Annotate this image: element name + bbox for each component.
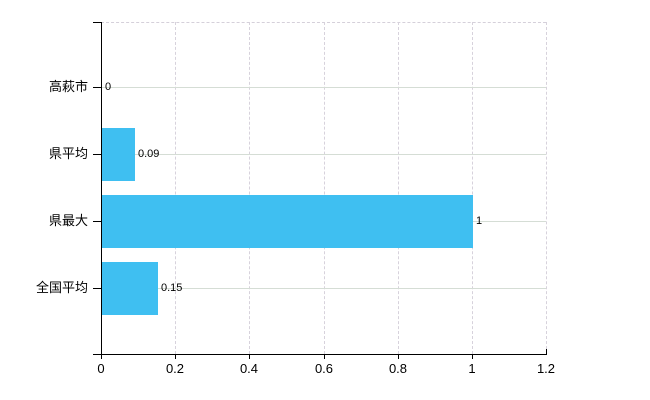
- vertical-gridline: [249, 22, 250, 354]
- x-axis-tick: [324, 355, 325, 359]
- x-axis-tick: [472, 355, 473, 359]
- x-axis-tick: [249, 355, 250, 359]
- x-axis-line: [93, 354, 547, 355]
- plot-top-border: [101, 22, 546, 23]
- x-axis-tick: [101, 355, 102, 359]
- horizontal-gridline: [101, 288, 546, 289]
- vertical-gridline: [175, 22, 176, 354]
- y-axis-tick: [93, 221, 101, 222]
- x-tick-label: 0.8: [388, 361, 408, 376]
- category-label: 高萩市: [48, 79, 88, 94]
- y-axis-top-tick: [93, 22, 101, 23]
- vertical-gridline: [472, 22, 473, 354]
- bar: [102, 262, 158, 315]
- vertical-gridline: [324, 22, 325, 354]
- x-tick-label: 0.2: [165, 361, 185, 376]
- x-tick-label: 0.6: [314, 361, 334, 376]
- bar-value-label: 0: [105, 81, 112, 93]
- y-axis-tick: [93, 87, 101, 88]
- category-label: 県最大: [48, 213, 88, 228]
- horizontal-gridline: [101, 154, 546, 155]
- bar: [102, 128, 135, 181]
- x-tick-label: 0: [97, 361, 105, 376]
- y-axis-tick: [93, 154, 101, 155]
- x-tick-label: 1.2: [536, 361, 556, 376]
- x-axis-tick: [398, 355, 399, 359]
- vertical-gridline: [398, 22, 399, 354]
- bar: [102, 195, 473, 248]
- x-tick-label: 0.4: [239, 361, 259, 376]
- vertical-gridline: [546, 22, 547, 354]
- category-label: 県平均: [48, 146, 88, 161]
- y-axis-tick: [93, 288, 101, 289]
- x-axis-end-cap: [546, 349, 547, 354]
- y-axis-line: [101, 22, 102, 355]
- bar-value-label: 1: [476, 215, 483, 227]
- x-axis-tick: [175, 355, 176, 359]
- category-label: 全国平均: [35, 280, 88, 295]
- bar-value-label: 0.09: [138, 148, 160, 160]
- horizontal-gridline: [101, 87, 546, 88]
- x-tick-label: 1: [468, 361, 476, 376]
- bar-value-label: 0.15: [161, 282, 183, 294]
